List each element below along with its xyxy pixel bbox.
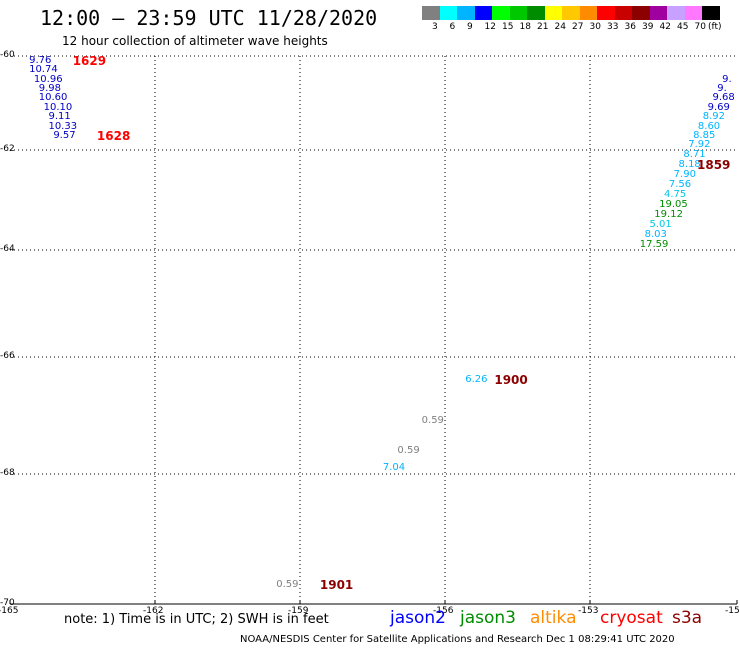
wave-height-value: 8.92 <box>702 111 726 123</box>
scale-label: 42 <box>659 22 671 32</box>
wave-height-value: 7.90 <box>673 169 696 180</box>
footer-credit: NOAA/NESDIS Center for Satellite Applica… <box>240 634 675 645</box>
y-tick-label: -64 <box>0 244 15 254</box>
scale-swatch <box>579 6 597 20</box>
scale-label: 15 <box>502 22 514 32</box>
wave-height-value: 8.71 <box>683 149 706 160</box>
legend-item-altika: altika <box>530 608 577 628</box>
time-label: 1629 <box>72 53 107 68</box>
x-tick-label: -165 <box>0 606 19 616</box>
scale-label: 70 <box>694 22 706 32</box>
time-label: 1628 <box>96 128 131 143</box>
scale-swatch <box>474 6 492 20</box>
y-tick-label: -68 <box>0 468 15 478</box>
scale-label: 21 <box>537 22 549 32</box>
scale-label: 45 <box>677 22 689 32</box>
chart-title: 12:00 – 23:59 UTC 11/28/2020 <box>40 6 378 30</box>
x-tick-label: -153 <box>578 606 599 616</box>
wave-height-value: 4.75 <box>663 189 687 200</box>
wave-height-value: 10.96 <box>33 73 63 85</box>
scale-swatch <box>684 6 702 20</box>
legend-item-jason3: jason3 <box>460 608 516 628</box>
wave-height-value: 10.74 <box>29 64 58 76</box>
legend-item-jason2: jason2 <box>390 608 446 628</box>
wave-height-value: 9.69 <box>707 101 730 113</box>
scale-swatch <box>614 6 632 20</box>
scale-swatch <box>527 6 545 20</box>
time-label: 1859 <box>697 158 731 172</box>
scale-swatch <box>492 6 510 20</box>
wave-height-value: 7.04 <box>382 462 406 474</box>
y-tick-label: -70 <box>0 598 15 608</box>
wave-height-value: 0.59 <box>421 415 444 427</box>
wave-height-value: 9.11 <box>48 111 71 123</box>
wave-height-value: 9. <box>717 82 727 94</box>
wave-height-value: 10.10 <box>43 101 73 113</box>
x-tick-label: -15 <box>725 606 740 616</box>
wave-height-value: 19.12 <box>654 209 683 220</box>
wave-height-value: 7.92 <box>688 139 711 151</box>
wave-height-value: 9.76 <box>29 54 52 66</box>
scale-label: 6 <box>449 22 456 32</box>
wave-height-value: 8.85 <box>693 129 716 141</box>
wave-height-value: 9. <box>722 73 732 85</box>
wave-height-value: 5.01 <box>649 219 672 230</box>
wave-height-value: 9.68 <box>712 92 735 104</box>
color-scale <box>422 6 720 20</box>
scale-swatch <box>597 6 615 20</box>
wave-height-value: 7.56 <box>668 179 692 190</box>
wave-height-value: 19.05 <box>659 199 688 210</box>
legend-item-s3a: s3a <box>672 608 703 628</box>
y-tick-label: -66 <box>0 351 15 361</box>
wave-height-value: 10.33 <box>48 120 78 132</box>
wave-height-value: 8.03 <box>644 229 667 240</box>
scale-label: 30 <box>589 22 601 32</box>
scale-label: 3 <box>432 22 438 32</box>
wave-height-value: 8.60 <box>697 120 721 132</box>
y-tick-label: -62 <box>0 144 15 154</box>
scale-label: 36 <box>624 22 636 32</box>
scale-swatch <box>562 6 580 20</box>
time-label: 1900 <box>494 373 528 388</box>
scale-label: 27 <box>572 22 584 32</box>
x-tick-label: -159 <box>288 606 309 616</box>
wave-height-value: 8.18 <box>678 159 701 170</box>
scale-label: 18 <box>519 22 531 32</box>
x-tick-label: -156 <box>433 606 454 616</box>
scale-label: 9 <box>467 22 473 32</box>
wave-height-value: 6.26 <box>465 374 488 386</box>
y-tick-label: -60 <box>0 50 15 60</box>
note-text: note: 1) Time is in UTC; 2) SWH is in fe… <box>64 612 329 627</box>
scale-swatch <box>702 6 720 20</box>
time-label: 1901 <box>319 577 354 592</box>
wave-height-value: 0.59 <box>397 444 420 456</box>
scale-label: 24 <box>554 22 566 32</box>
scale-swatch <box>422 6 440 20</box>
scale-label: 12 <box>484 22 496 32</box>
chart-subtitle: 12 hour collection of altimeter wave hei… <box>62 34 328 48</box>
scale-swatch <box>544 6 562 20</box>
scale-swatch <box>439 6 457 20</box>
wave-height-value: 10.60 <box>38 92 68 104</box>
scale-swatch <box>632 6 650 20</box>
legend-item-cryosat: cryosat <box>600 608 663 628</box>
scale-swatch <box>667 6 685 20</box>
scale-label: 33 <box>607 22 619 32</box>
wave-height-value: 0.59 <box>276 578 299 590</box>
wave-height-value: 9.57 <box>53 129 76 141</box>
scale-swatch <box>509 6 527 20</box>
scale-label: 39 <box>642 22 654 32</box>
scale-swatch <box>457 6 475 20</box>
wave-height-value: 9.98 <box>38 82 62 94</box>
scale-swatch <box>649 6 667 20</box>
scale-label: (ft) <box>708 22 722 32</box>
x-tick-label: -162 <box>143 606 164 616</box>
wave-height-value: 17.59 <box>639 239 669 250</box>
